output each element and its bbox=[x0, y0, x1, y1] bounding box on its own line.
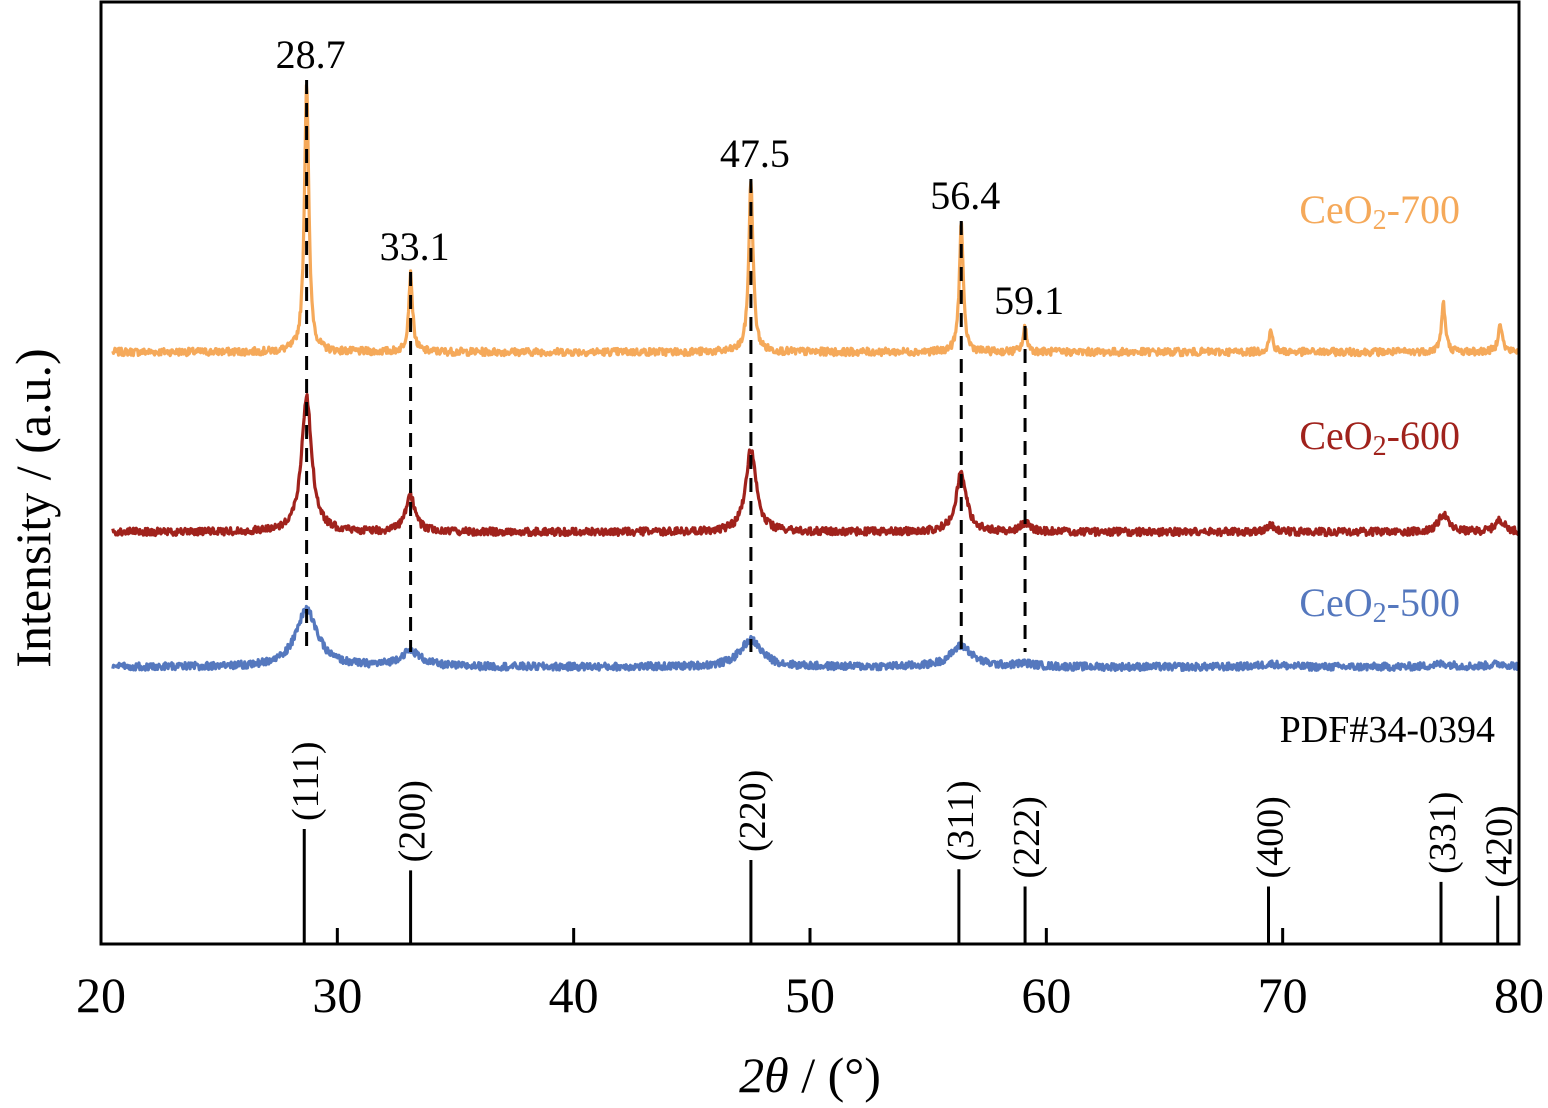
peak-label-28.7: 28.7 bbox=[276, 32, 346, 77]
plot-frame bbox=[99, 0, 1521, 946]
reference-label: PDF#34-0394 bbox=[1280, 709, 1495, 751]
series-label-500: CeO2-500 bbox=[1299, 580, 1460, 629]
series-label-600: CeO2-600 bbox=[1299, 413, 1460, 462]
x-tick-label-60: 60 bbox=[1021, 967, 1071, 1023]
axes: 20 30 40 50 60 70 80 bbox=[76, 928, 1544, 1023]
peak-label-33.1: 33.1 bbox=[380, 224, 450, 269]
x-axis-label-prefix: 2 bbox=[739, 1047, 764, 1103]
x-axis-label-suffix: / (°) bbox=[789, 1047, 881, 1103]
reference-hkl-200: (200) bbox=[392, 780, 434, 862]
peak-label-56.4: 56.4 bbox=[930, 173, 1000, 218]
y-axis-label: Intensity / (a.u.) bbox=[5, 348, 61, 667]
series-line-700 bbox=[111, 83, 1521, 358]
x-tick-label-40: 40 bbox=[549, 967, 599, 1023]
series-label-700: CeO2-700 bbox=[1299, 187, 1460, 236]
peak-guide-lines bbox=[305, 80, 1027, 652]
x-tick-label-50: 50 bbox=[785, 967, 835, 1023]
reference-hkl-331: (331) bbox=[1422, 792, 1464, 874]
series-line-500 bbox=[111, 604, 1521, 672]
x-tick-label-30: 30 bbox=[312, 967, 362, 1023]
x-axis-label: 2θ / (°) bbox=[739, 1047, 881, 1103]
reference-hkl-222: (222) bbox=[1006, 796, 1048, 878]
reference-hkl-111: (111) bbox=[285, 742, 327, 822]
x-tick-label-80: 80 bbox=[1494, 967, 1544, 1023]
reference-hkl-220: (220) bbox=[732, 770, 774, 852]
series-labels: CeO2-700 CeO2-600 CeO2-500 bbox=[1299, 187, 1460, 629]
peak-annotations: 28.7 33.1 47.5 56.4 59.1 bbox=[276, 32, 1064, 323]
x-tick-label-20: 20 bbox=[76, 967, 126, 1023]
peak-label-47.5: 47.5 bbox=[720, 131, 790, 176]
reference-hkl-400: (400) bbox=[1249, 796, 1291, 878]
series-line-600 bbox=[111, 393, 1521, 538]
reference-pattern: (111) (200) (220) (311) (222) (400) (331) (420) bbox=[285, 742, 1521, 944]
x-tick-label-70: 70 bbox=[1258, 967, 1308, 1023]
reference-hkl-420: (420) bbox=[1479, 805, 1521, 887]
reference-hkl-311: (311) bbox=[940, 780, 982, 861]
x-axis-label-symbol: θ bbox=[764, 1047, 789, 1103]
series-layer bbox=[111, 83, 1521, 672]
peak-label-59.1: 59.1 bbox=[994, 278, 1064, 323]
